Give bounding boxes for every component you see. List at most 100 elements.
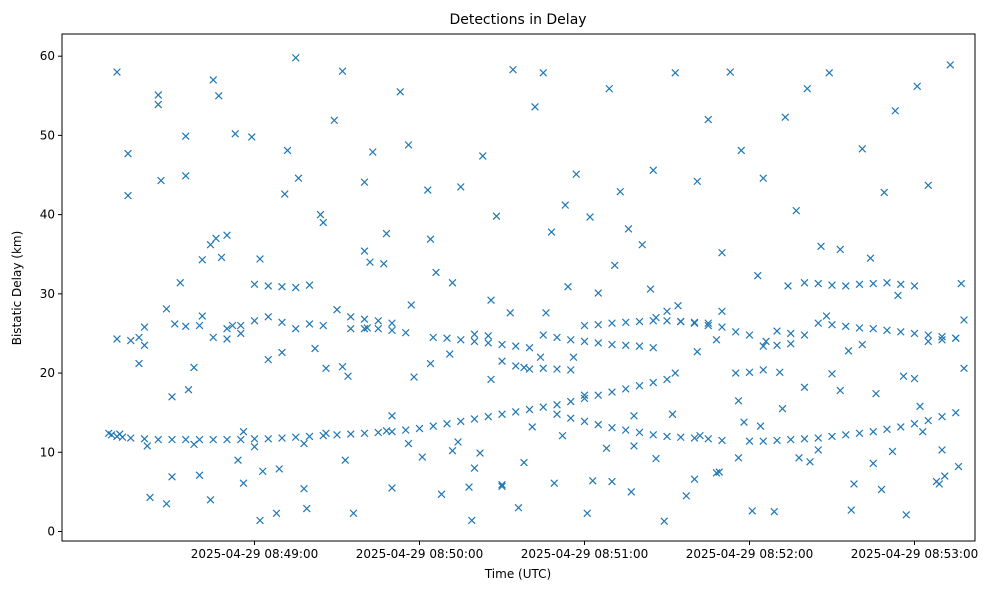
data-point xyxy=(775,368,784,377)
data-point xyxy=(368,148,377,156)
data-point xyxy=(759,174,768,183)
data-point xyxy=(236,435,245,444)
data-point xyxy=(319,218,328,227)
data-point xyxy=(511,362,520,370)
data-point xyxy=(525,365,534,373)
data-point xyxy=(498,410,506,419)
data-point xyxy=(206,240,215,249)
data-point xyxy=(478,152,487,160)
y-tick-label: 30 xyxy=(40,287,55,301)
data-point xyxy=(580,391,589,400)
data-point xyxy=(676,433,685,442)
data-point xyxy=(594,339,603,347)
data-point xyxy=(223,231,231,240)
data-point xyxy=(212,234,220,243)
data-point xyxy=(951,408,960,417)
data-point xyxy=(649,343,658,352)
data-point xyxy=(693,347,702,356)
data-point xyxy=(753,271,762,280)
data-point xyxy=(275,465,284,473)
data-point xyxy=(899,372,908,381)
data-point xyxy=(223,335,231,343)
data-point xyxy=(520,458,528,467)
data-point xyxy=(814,319,823,327)
data-point xyxy=(566,366,575,374)
data-point xyxy=(957,279,966,288)
data-point xyxy=(844,347,853,355)
data-point xyxy=(506,309,515,317)
data-point xyxy=(646,285,655,293)
data-point xyxy=(258,467,267,476)
data-point xyxy=(795,453,803,462)
data-point xyxy=(404,439,413,448)
data-point xyxy=(168,435,176,444)
data-point xyxy=(869,459,878,468)
data-point xyxy=(954,462,963,471)
data-point xyxy=(718,248,726,257)
y-tick-label: 50 xyxy=(40,128,55,142)
data-point xyxy=(250,434,259,443)
data-point xyxy=(525,343,534,352)
data-point xyxy=(635,381,644,390)
data-point xyxy=(264,282,273,290)
x-axis-label: Time (UTC) xyxy=(484,567,551,581)
data-point xyxy=(236,321,245,330)
data-point xyxy=(256,255,264,263)
data-point xyxy=(910,374,919,383)
data-point xyxy=(866,254,875,263)
data-point xyxy=(415,424,424,433)
data-point xyxy=(786,339,795,348)
data-point xyxy=(602,444,611,453)
data-point xyxy=(883,326,891,335)
data-point xyxy=(198,312,207,320)
data-point xyxy=(429,422,438,430)
y-tick-label: 0 xyxy=(47,524,55,538)
data-point xyxy=(872,389,880,398)
data-point xyxy=(346,430,355,438)
data-point xyxy=(748,507,757,515)
data-point xyxy=(924,416,933,425)
data-point xyxy=(649,431,658,439)
data-point xyxy=(951,334,960,343)
data-point xyxy=(858,340,867,349)
data-point xyxy=(704,319,713,327)
data-point xyxy=(588,476,597,485)
data-point xyxy=(621,318,630,327)
y-tick-label: 20 xyxy=(40,366,55,380)
data-point xyxy=(814,434,823,442)
data-point xyxy=(214,91,223,100)
data-point xyxy=(918,427,927,436)
data-point xyxy=(322,364,330,373)
data-point xyxy=(910,419,919,428)
data-point xyxy=(140,323,149,331)
data-point xyxy=(294,174,303,183)
data-point xyxy=(514,503,523,512)
data-point xyxy=(627,488,636,496)
data-point xyxy=(894,291,902,300)
data-point xyxy=(247,133,256,141)
data-point xyxy=(322,429,330,438)
data-point xyxy=(825,68,834,77)
x-tick-label: 2025-04-29 08:53:00 xyxy=(851,547,978,561)
data-point xyxy=(143,442,152,450)
data-point xyxy=(668,410,677,419)
data-point xyxy=(135,333,143,342)
data-point xyxy=(456,183,465,191)
data-point xyxy=(671,369,680,377)
data-point xyxy=(426,359,435,368)
data-point xyxy=(388,484,396,492)
data-point xyxy=(759,437,768,446)
data-point xyxy=(278,348,286,357)
data-point xyxy=(938,335,946,344)
data-point xyxy=(170,320,179,328)
data-point xyxy=(605,84,614,93)
data-point xyxy=(198,255,207,264)
data-point xyxy=(209,435,218,444)
data-point xyxy=(913,82,922,91)
data-point xyxy=(162,499,171,508)
data-point xyxy=(344,372,352,381)
data-point xyxy=(924,337,933,346)
data-point xyxy=(168,473,176,481)
data-point xyxy=(550,479,559,487)
